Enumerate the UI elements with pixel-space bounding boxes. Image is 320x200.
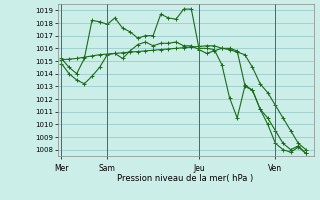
X-axis label: Pression niveau de la mer( hPa ): Pression niveau de la mer( hPa ) xyxy=(117,174,254,183)
